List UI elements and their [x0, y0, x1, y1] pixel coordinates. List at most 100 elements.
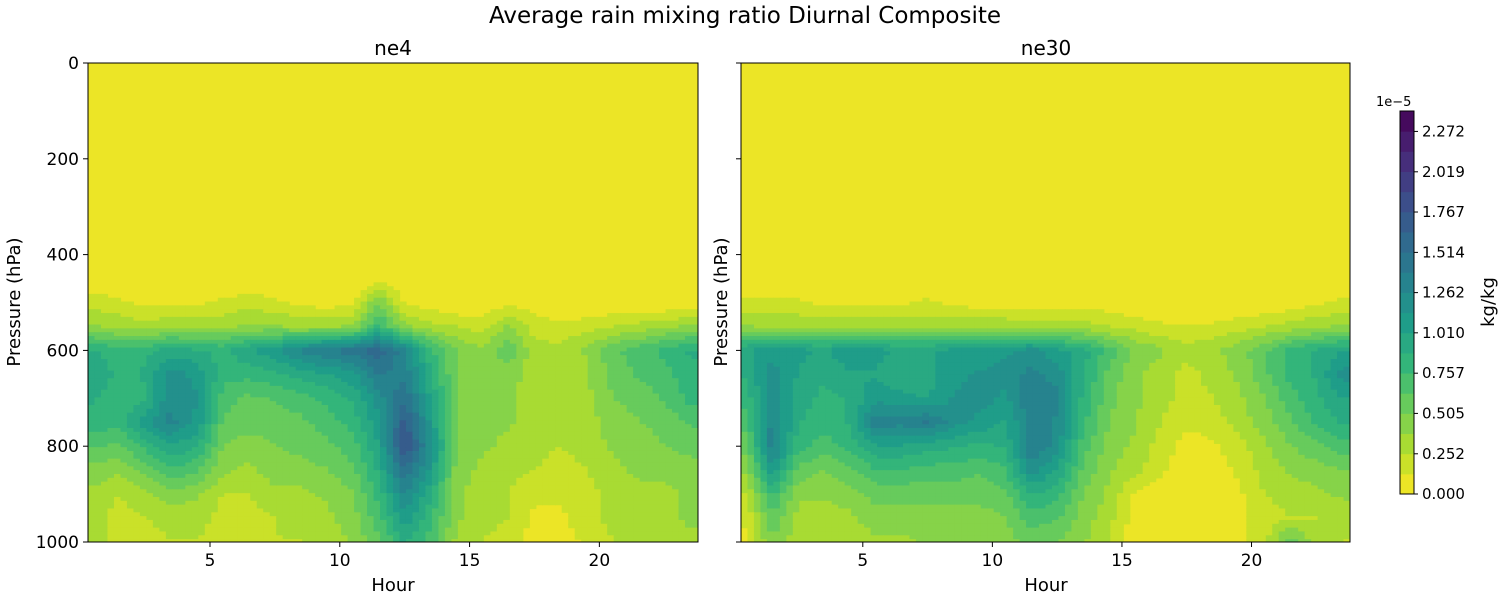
contour-cell: [633, 378, 641, 383]
contour-cell: [328, 493, 336, 498]
contour-cell: [607, 416, 615, 421]
contour-cell: [600, 485, 608, 490]
contour-cell: [399, 412, 407, 418]
contour-cell: [152, 416, 160, 421]
contour-cell: [250, 382, 258, 387]
contour-cell: [477, 439, 485, 444]
contour-cell: [600, 385, 608, 391]
contour-cell: [542, 416, 550, 421]
contour-cell: [165, 500, 173, 506]
contour-cell: [691, 470, 698, 475]
contour-cell: [380, 324, 388, 329]
contour-cell: [431, 408, 440, 414]
contour-cell: [263, 500, 271, 506]
contour-cell: [399, 316, 407, 322]
contour-cell: [94, 447, 102, 452]
contour-cell: [399, 408, 407, 414]
contour-cell: [587, 462, 595, 467]
contour-cell: [587, 320, 595, 326]
contour-cell: [315, 447, 323, 452]
contour-cell: [250, 424, 258, 429]
contour-cell: [328, 332, 336, 337]
contour-cell: [464, 504, 472, 510]
contour-cell: [542, 428, 550, 433]
contour-cell: [347, 370, 355, 375]
contour-cell: [652, 496, 660, 502]
contour-cell: [282, 462, 290, 467]
contour-cell: [600, 493, 608, 498]
contour-cell: [399, 500, 407, 506]
contour-cell: [256, 301, 264, 306]
contour-cell: [269, 439, 277, 444]
contour-cell: [659, 496, 667, 502]
contour-cell: [367, 290, 375, 295]
contour-cell: [503, 305, 511, 310]
contour-cell: [594, 428, 602, 433]
contour-cell: [289, 328, 297, 333]
contour-cell: [243, 504, 251, 510]
contour-cell: [633, 347, 641, 352]
contour-cell: [302, 470, 310, 475]
contour-cell: [678, 366, 686, 372]
contour-cell: [568, 332, 576, 337]
contour-cell: [276, 466, 284, 471]
contour-cell: [380, 355, 388, 360]
contour-cell: [691, 405, 698, 410]
contour-cell: [535, 416, 543, 421]
contour-cell: [522, 408, 530, 414]
contour-cell: [464, 405, 472, 410]
contour-cell: [146, 466, 154, 471]
contour-cell: [334, 420, 342, 425]
contour-cell: [341, 328, 349, 333]
contour-cell: [405, 320, 414, 326]
contour-cell: [490, 493, 498, 498]
contour-cell: [607, 477, 615, 483]
contour-cell: [354, 447, 362, 452]
contour-cell: [282, 301, 290, 306]
contour-cell: [347, 389, 355, 395]
contour-cell: [263, 332, 271, 337]
contour-cell: [412, 313, 420, 318]
contour-cell: [464, 347, 472, 352]
contour-cell: [204, 416, 212, 421]
contour-cell: [321, 485, 329, 490]
contour-cell: [620, 359, 628, 364]
contour-cell: [438, 351, 446, 356]
contour-cell: [165, 343, 173, 349]
contour-cell: [276, 450, 284, 456]
contour-cell: [509, 428, 517, 433]
contour-cell: [243, 382, 251, 387]
contour-cell: [204, 336, 212, 341]
contour-cell: [672, 405, 680, 410]
contour-cell: [678, 374, 686, 379]
contour-cell: [328, 481, 336, 487]
contour-cell: [607, 313, 615, 318]
contour-cell: [620, 313, 628, 318]
contour-cell: [620, 385, 628, 391]
contour-cell: [204, 439, 212, 444]
contour-cell: [600, 328, 608, 333]
contour-cell: [113, 435, 122, 441]
contour-cell: [464, 366, 472, 372]
contour-cell: [399, 431, 407, 437]
contour-cell: [451, 382, 459, 387]
contour-cell: [347, 316, 355, 322]
contour-cell: [444, 362, 452, 368]
contour-cell: [282, 466, 290, 471]
contour-cell: [360, 328, 368, 333]
contour-cell: [516, 374, 524, 379]
contour-cell: [315, 309, 323, 314]
contour-cell: [535, 481, 543, 487]
contour-cell: [237, 443, 245, 448]
contour-cell: [133, 508, 141, 513]
contour-cell: [165, 466, 173, 471]
contour-cell: [529, 324, 537, 329]
contour-cell: [282, 401, 290, 406]
contour-cell: [354, 500, 362, 506]
contour-cell: [386, 351, 394, 356]
contour-cell: [607, 320, 615, 326]
contour-cell: [321, 362, 329, 368]
contour-cell: [678, 489, 686, 494]
contour-cell: [191, 393, 199, 398]
contour-cell: [626, 374, 634, 379]
